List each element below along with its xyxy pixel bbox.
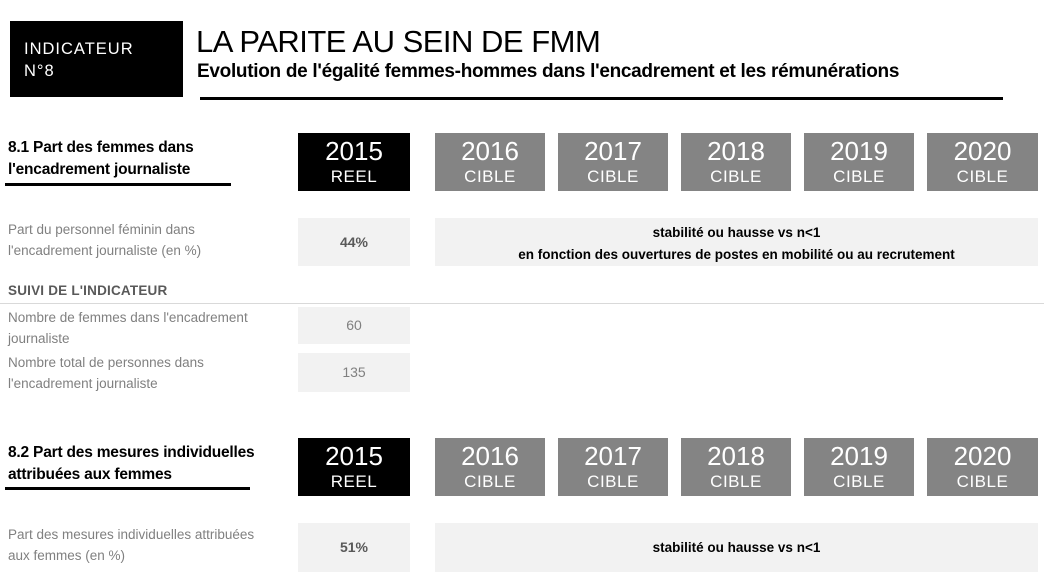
section1-title: 8.1 Part des femmes dans l'encadrement j… [8, 137, 293, 180]
year-label: 2018 [707, 441, 765, 471]
year-type-label: CIBLE [833, 472, 885, 491]
section2-underline [5, 487, 250, 490]
year-label: 2017 [584, 441, 642, 471]
indicator2-target-cell: stabilité ou hausse vs n<1 [435, 523, 1038, 572]
year-header-2018-cible: 2018 CIBLE [681, 133, 791, 191]
indicator-badge-line1: INDICATEUR [24, 40, 134, 58]
page-subtitle: Evolution de l'égalité femmes-hommes dan… [197, 61, 900, 82]
year-type-label: CIBLE [956, 167, 1009, 186]
year-header-2015-reel: 2015 REEL [298, 133, 410, 191]
year-label: 2019 [830, 136, 888, 166]
year-type-label: REEL [330, 472, 378, 491]
indicator1-target-line2: en fonction des ouvertures de postes en … [518, 246, 955, 262]
year-header-2015-reel: 2015 REEL [298, 438, 410, 496]
indicator-badge-line2: N°8 [24, 62, 55, 81]
year-header-2016-cible: 2016 CIBLE [435, 133, 545, 191]
year-label: 2016 [461, 441, 519, 471]
year-label: 2018 [707, 136, 765, 166]
section1-underline [5, 183, 231, 186]
year-header-2020-cible: 2020 CIBLE [927, 438, 1038, 496]
suivi-heading: SUIVI DE L'INDICATEUR [8, 283, 168, 298]
year-header-2019-cible: 2019 CIBLE [804, 438, 914, 496]
year-header-2020-cible: 2020 CIBLE [927, 133, 1038, 191]
indicator1-target-line1: stabilité ou hausse vs n<1 [652, 225, 821, 240]
indicator2-row-label-line1: Part des mesures individuelles attribuée… [8, 527, 255, 542]
year-type-label: CIBLE [464, 167, 516, 186]
year-type-label: CIBLE [587, 472, 639, 491]
year-type-label: REEL [330, 167, 378, 186]
year-header-2019-cible: 2019 CIBLE [804, 133, 914, 191]
year-label: 2019 [830, 441, 888, 471]
page-title: LA PARITE AU SEIN DE FMM [196, 24, 601, 59]
indicator1-target-cell: stabilité ou hausse vs n<1 en fonction d… [435, 218, 1038, 266]
year-label: 2016 [461, 136, 519, 166]
indicator2-row-label-line2: aux femmes (en %) [8, 547, 126, 563]
suivi-row-femmes-label-line1: Nombre de femmes dans l'encadrement [8, 310, 248, 325]
section2-title-line1: 8.2 Part des mesures individuelles [8, 444, 255, 461]
year-label: 2015 [325, 441, 383, 471]
indicator1-row-label-line1: Part du personnel féminin dans [8, 222, 195, 237]
year-type-label: CIBLE [710, 472, 762, 491]
year-header-2018-cible: 2018 CIBLE [681, 438, 791, 496]
year-type-label: CIBLE [464, 472, 516, 491]
year-type-label: CIBLE [833, 167, 885, 186]
section1-title-line1: 8.1 Part des femmes dans [8, 139, 194, 156]
indicator1-value-2015: 44% [298, 218, 410, 266]
indicator1-row-label: Part du personnel féminin dans l'encadre… [8, 220, 293, 262]
year-label: 2020 [953, 441, 1012, 471]
suivi-row-femmes-label: Nombre de femmes dans l'encadrement jour… [8, 308, 293, 350]
year-label: 2017 [584, 136, 642, 166]
year-label: 2015 [325, 136, 383, 166]
year-type-label: CIBLE [956, 472, 1009, 491]
year-header-2017-cible: 2017 CIBLE [558, 438, 668, 496]
suivi-row-total-label-line2: l'encadrement journaliste [8, 375, 158, 391]
section2-title: 8.2 Part des mesures individuelles attri… [8, 442, 293, 485]
year-header-2016-cible: 2016 CIBLE [435, 438, 545, 496]
indicator2-row-label: Part des mesures individuelles attribuée… [8, 525, 293, 567]
suivi-row-total-label-line1: Nombre total de personnes dans [8, 355, 204, 370]
suivi-row-total-label: Nombre total de personnes dans l'encadre… [8, 353, 293, 395]
year-type-label: CIBLE [710, 167, 762, 186]
indicator1-row-label-line2: l'encadrement journaliste (en %) [8, 242, 202, 258]
year-header-2017-cible: 2017 CIBLE [558, 133, 668, 191]
suivi-row-femmes-label-line2: journaliste [8, 330, 70, 346]
suivi-row-femmes-value: 60 [298, 307, 410, 344]
indicator-badge: INDICATEUR N°8 [10, 21, 183, 97]
section1-title-line2: l'encadrement journaliste [8, 160, 191, 178]
year-type-label: CIBLE [587, 167, 639, 186]
indicator2-value-2015: 51% [298, 523, 410, 572]
suivi-row-total-value: 135 [298, 353, 410, 392]
suivi-divider [0, 303, 1044, 304]
section2-title-line2: attribuées aux femmes [8, 465, 172, 483]
header-underline [200, 97, 1003, 100]
year-label: 2020 [953, 136, 1012, 166]
